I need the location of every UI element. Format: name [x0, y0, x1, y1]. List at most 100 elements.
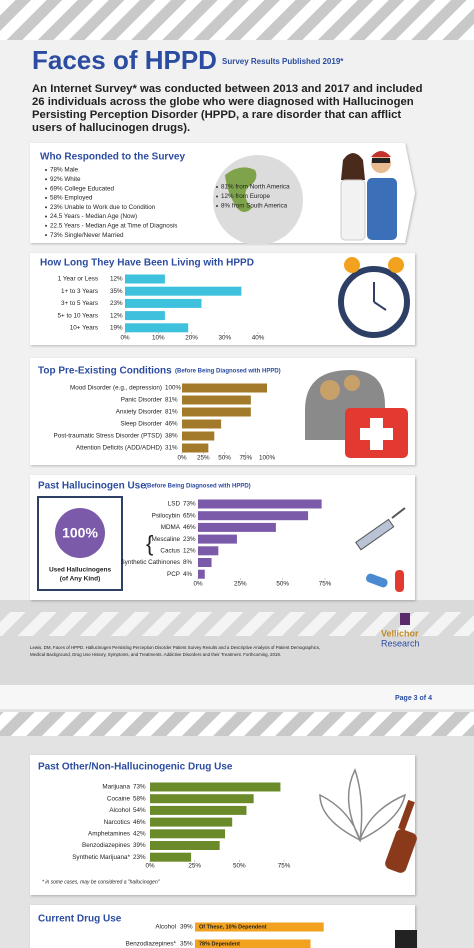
citation: Lewis, DM, Faces of HPPD. Hallucinogen P…: [30, 645, 320, 650]
bullet: [45, 178, 47, 181]
title: Faces of HPPD: [32, 45, 217, 75]
x-tick-label: 0%: [177, 455, 187, 462]
category-label: 5+ to 10 Years: [58, 312, 98, 319]
x-tick-label: 25%: [188, 863, 201, 870]
value-label: 35%: [110, 288, 123, 295]
bar: [198, 569, 205, 579]
category-label: 10+ Years: [70, 324, 98, 331]
syringe-pills: [355, 507, 406, 592]
intro: An Internet Survey* was conducted betwee…: [32, 83, 423, 134]
bullet: [216, 195, 218, 198]
category-label: Mescaline: [152, 536, 181, 543]
category-label: 1 Year or Less: [58, 276, 98, 283]
bar: [125, 286, 242, 296]
bullet: [45, 206, 47, 209]
stripes: [0, 712, 474, 736]
bar-annotation: 78% Dependent: [199, 941, 240, 947]
logo-mark: [400, 613, 410, 625]
bar: [150, 794, 254, 804]
bar: [150, 852, 192, 862]
bar: [125, 323, 189, 333]
subtitle: Survey Results Published 2019*: [222, 57, 344, 66]
category-label: Synthetic Marijuana*: [72, 854, 130, 861]
bar: [182, 407, 251, 417]
category-label: PCP: [167, 571, 180, 578]
page-number: Page 3 of 4: [395, 695, 432, 702]
value-label: 54%: [133, 807, 146, 814]
x-tick-label: 0%: [193, 581, 203, 588]
bullet: [45, 169, 47, 171]
bar: [182, 431, 215, 441]
people: [340, 151, 397, 241]
list-item: 73% Single/Never Married: [50, 232, 124, 239]
stripes: [0, 612, 474, 636]
x-tick-label: 10%: [152, 335, 165, 342]
bullet: [45, 196, 47, 199]
highlight-label: Used Hallucinogens: [49, 567, 112, 574]
bar: [182, 443, 209, 453]
value-label: 12%: [183, 547, 196, 554]
value-label: 58%: [133, 795, 146, 802]
footnote: * in some cases, may be considered a "ha…: [42, 879, 160, 885]
bar: [125, 298, 202, 308]
list-item: 81% from North America: [221, 184, 290, 191]
bar: [198, 511, 309, 521]
bar: [198, 499, 322, 509]
chart-subtitle: (Before Being Diagnosed with HPPD): [145, 484, 251, 490]
bar: [198, 546, 219, 556]
x-tick-label: 50%: [233, 863, 246, 870]
category-label: Alcohol: [109, 807, 130, 814]
category-label: Marijuana: [102, 784, 130, 791]
category-label: Psilocybin: [152, 512, 181, 519]
highlight-value: 100%: [62, 525, 98, 541]
value-label: 23%: [133, 854, 146, 861]
intro-line: An Internet Survey* was conducted betwee…: [32, 83, 423, 95]
x-tick-label: 25%: [234, 581, 247, 588]
x-tick-label: 75%: [239, 455, 252, 462]
category-label: Synthetic Cathinones: [120, 559, 180, 566]
intro-line: Persisting Perception Disorder (HPPD, a …: [32, 109, 401, 121]
value-label: 23%: [110, 300, 123, 307]
value-label: 100%: [165, 385, 182, 392]
bar: [125, 311, 165, 321]
list-item: 58% Employed: [50, 195, 93, 202]
list-item: 8% from South America: [221, 203, 288, 210]
bar: [198, 534, 237, 544]
list-item: 24.5 Years - Median Age (Now): [50, 213, 137, 220]
bar: [150, 829, 226, 839]
category-label: Alcohol: [155, 924, 176, 931]
chart-title: How Long They Have Been Living with HPPD: [40, 258, 254, 269]
value-label: 23%: [183, 536, 196, 543]
value-label: 4%: [183, 571, 193, 578]
citation: Medical Background, Drug Use History, Sy…: [30, 652, 281, 657]
category-label: LSD: [168, 501, 181, 508]
value-label: 81%: [165, 409, 178, 416]
x-tick-label: 50%: [218, 455, 231, 462]
category-label: MDMA: [161, 524, 181, 531]
x-tick-label: 75%: [319, 581, 332, 588]
bar-annotation: Of These, 10% Dependent: [199, 924, 267, 930]
bullet: [216, 186, 218, 188]
value-label: 31%: [165, 445, 178, 452]
bar: [182, 419, 222, 429]
brace: {: [146, 531, 153, 556]
x-tick-label: 40%: [252, 335, 265, 342]
bar: [125, 274, 165, 284]
icon: [395, 930, 417, 948]
category-label: Amphetamines: [88, 830, 130, 837]
value-label: 8%: [183, 559, 193, 566]
logo: Research: [381, 638, 420, 648]
bar: [150, 782, 281, 792]
value-label: 42%: [133, 830, 146, 837]
category-label: Benzodiazepines*: [126, 941, 177, 948]
value-label: 12%: [110, 312, 123, 319]
bar: [182, 395, 251, 405]
head-medkit: [305, 370, 408, 458]
value-label: 46%: [183, 524, 196, 531]
chart-title: Past Other/Non-Hallucinogenic Drug Use: [38, 762, 233, 773]
intro-line: 26 individuals across the globe who were…: [32, 96, 414, 108]
bullet: [45, 234, 47, 237]
x-tick-label: 100%: [259, 455, 276, 462]
value-label: 73%: [133, 784, 146, 791]
list-item: 22.5 Years - Median Age at Time of Diagn…: [50, 222, 177, 229]
